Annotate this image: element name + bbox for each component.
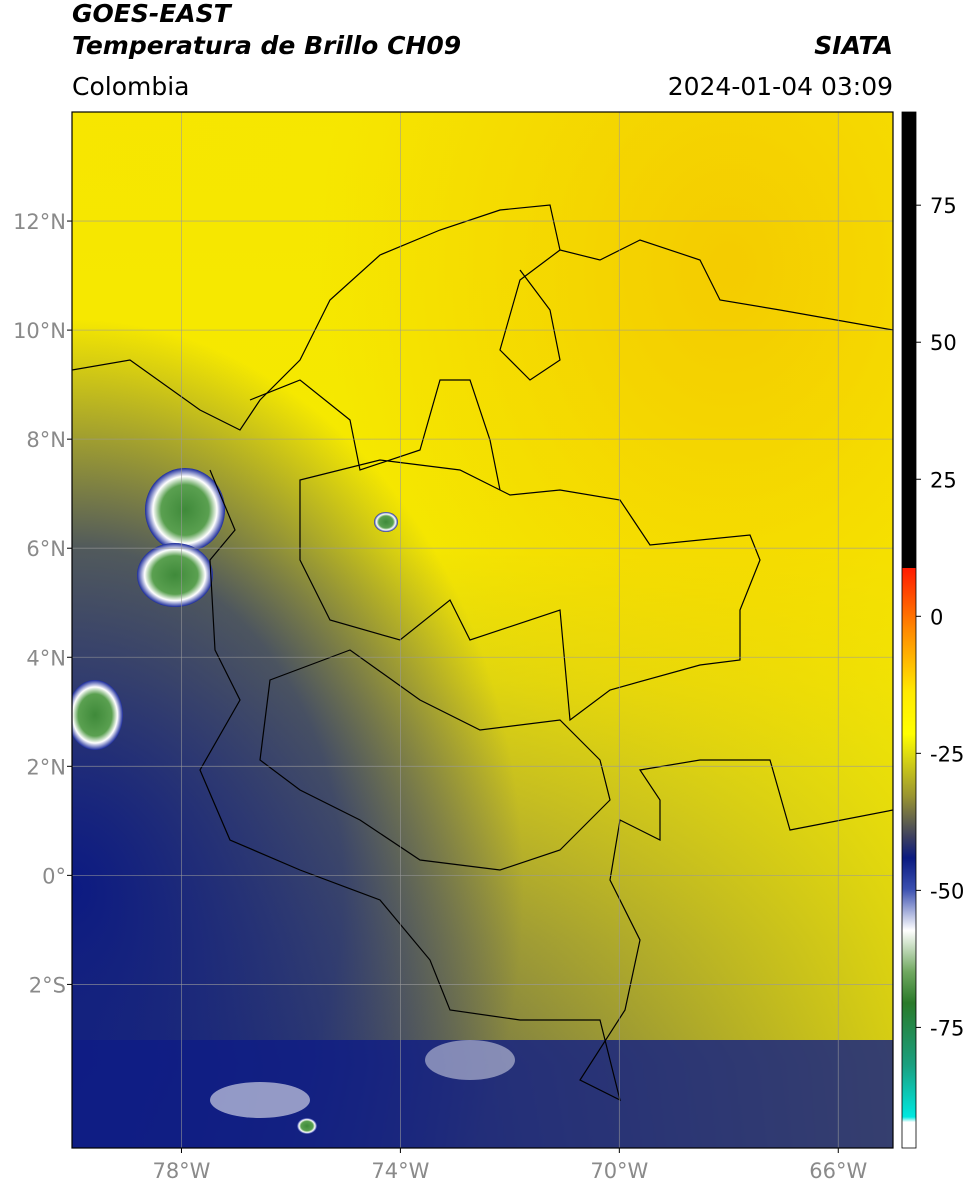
plot-frame (71, 111, 894, 1149)
satellite-image (72, 112, 893, 1148)
colorbar-tick-label: -50 (930, 879, 964, 903)
colorbar-tick-label: 0 (930, 605, 943, 629)
lat-tick-label: 10°N (13, 319, 66, 343)
lon-tick-label: 70°W (590, 1159, 648, 1183)
colorbar-tick-label: 50 (930, 331, 957, 355)
lon-tick-label: 78°W (152, 1159, 210, 1183)
product-title: Temperatura de Brillo CH09 (72, 31, 461, 60)
lat-tick-label: 6°N (26, 537, 66, 561)
lon-tick-label: 66°W (809, 1159, 867, 1183)
satellite-title: GOES-EAST (72, 0, 233, 28)
source-label: SIATA (814, 31, 893, 60)
lat-tick-label: 12°N (13, 210, 66, 234)
lat-tick-label: 8°N (26, 428, 66, 452)
lat-tick-label: 0° (42, 864, 66, 888)
colorbar (901, 111, 917, 1149)
colorbar-tick-label: -25 (930, 742, 964, 766)
lon-tick-label: 74°W (371, 1159, 429, 1183)
colorbar-tick-label: -75 (930, 1016, 964, 1040)
region-label: Colombia (72, 72, 189, 101)
lat-tick-label: 4°N (26, 646, 66, 670)
grid (72, 112, 893, 1148)
lat-tick-label: 2°S (29, 973, 66, 997)
lat-tick-label: 2°N (26, 755, 66, 779)
colorbar-tick-label: 75 (930, 194, 957, 218)
colorbar-tick-label: 25 (930, 468, 957, 492)
datetime-label: 2024-01-04 03:09 (668, 72, 893, 101)
